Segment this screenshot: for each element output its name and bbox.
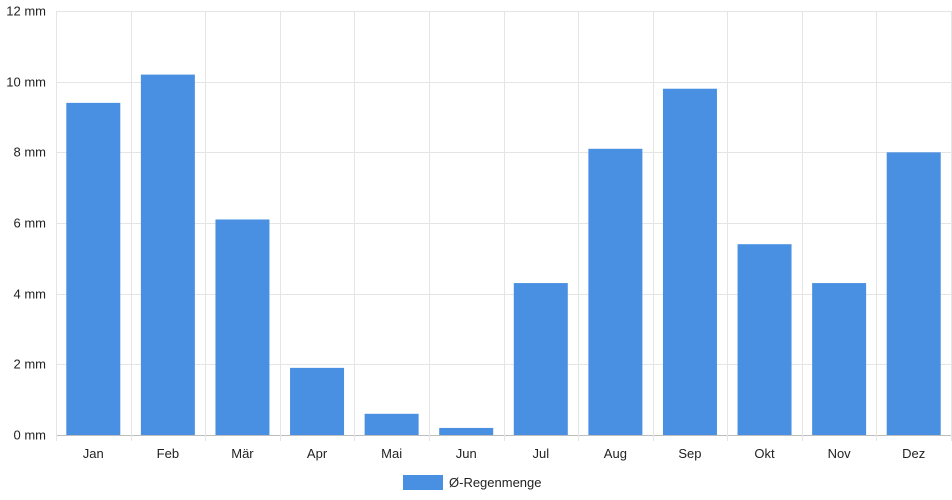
y-tick-label: 10 mm: [6, 75, 46, 90]
x-tick-label: Sep: [678, 446, 701, 461]
bar-okt[interactable]: [737, 244, 792, 435]
x-tick-label: Mai: [381, 446, 402, 461]
bar-aug[interactable]: [588, 148, 643, 436]
bar-sep[interactable]: [662, 88, 717, 435]
x-tick-label: Dez: [902, 446, 925, 461]
x-axis-ticks: Jan Feb Mär Apr Mai Jun Jul Aug Sep Okt Nov Dez: [83, 446, 925, 461]
bar-feb[interactable]: [140, 74, 195, 435]
y-axis-ticks: 0 mm 2 mm 4 mm 6 mm 8 mm 10 mm 12 mm: [6, 4, 46, 443]
bar-jun[interactable]: [439, 427, 494, 435]
y-tick-label: 12 mm: [6, 4, 46, 19]
x-tick-label: Okt: [754, 446, 775, 461]
x-tick-label: Apr: [307, 446, 328, 461]
bar-dez[interactable]: [886, 152, 941, 436]
x-tick-label: Aug: [604, 446, 627, 461]
legend[interactable]: Ø-Regenmenge: [403, 475, 542, 490]
y-tick-label: 2 mm: [14, 357, 47, 372]
bar-mär[interactable]: [215, 219, 270, 435]
bars: [66, 74, 941, 436]
y-tick-label: 6 mm: [14, 216, 47, 231]
bar-mai[interactable]: [364, 413, 419, 435]
x-tick-label: Jul: [532, 446, 549, 461]
y-tick-label: 0 mm: [14, 428, 47, 443]
y-tick-label: 8 mm: [14, 145, 47, 160]
grid-lines: [56, 11, 952, 441]
y-tick-label: 4 mm: [14, 287, 47, 302]
bar-nov[interactable]: [812, 283, 867, 435]
x-tick-label: Nov: [828, 446, 852, 461]
bar-jul[interactable]: [513, 283, 568, 435]
x-tick-label: Jun: [456, 446, 477, 461]
bar-apr[interactable]: [290, 367, 345, 435]
x-tick-label: Mär: [231, 446, 254, 461]
bar-jan[interactable]: [66, 102, 121, 435]
x-tick-label: Jan: [83, 446, 104, 461]
legend-label: Ø-Regenmenge: [449, 475, 542, 490]
legend-swatch: [403, 475, 443, 490]
x-tick-label: Feb: [157, 446, 179, 461]
